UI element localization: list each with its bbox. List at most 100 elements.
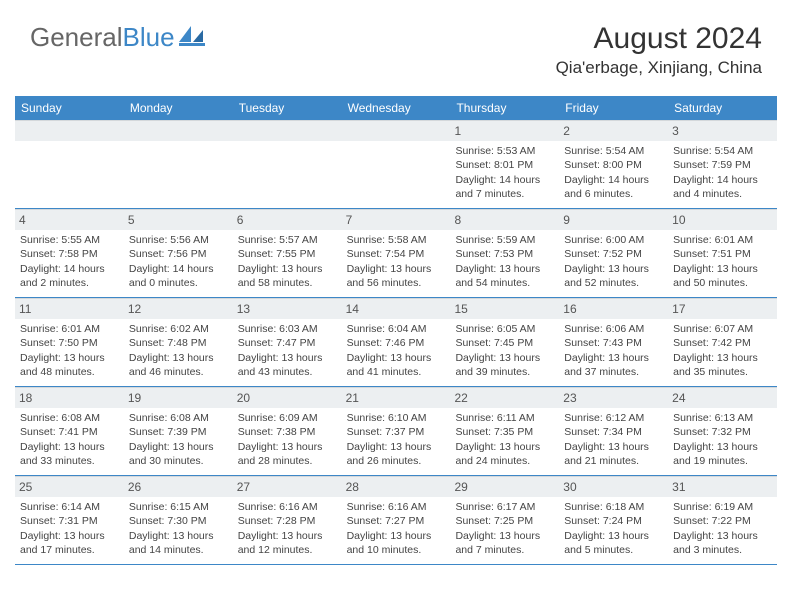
day-cell: 2Sunrise: 5:54 AMSunset: 8:00 PMDaylight… — [559, 120, 668, 208]
day-cell: 11 Sunrise: 6:01 AMSunset: 7:50 PMDayligh… — [15, 298, 124, 386]
sunset-text: Sunset: 7:31 PM — [20, 514, 119, 528]
brand-sail-icon — [179, 22, 207, 53]
day-number — [15, 120, 124, 141]
day-info: Sunrise: 6:16 AMSunset: 7:28 PMDaylight:… — [238, 500, 337, 557]
day-info: Sunrise: 6:01 AMSunset: 7:50 PMDaylight:… — [20, 322, 119, 379]
daylight-text: Daylight: 14 hours and 7 minutes. — [455, 173, 554, 201]
sunrise-text: Sunrise: 6:12 AM — [564, 411, 663, 425]
sunrise-text: Sunrise: 6:18 AM — [564, 500, 663, 514]
day-cell: 28Sunrise: 6:16 AMSunset: 7:27 PMDayligh… — [342, 476, 451, 564]
day-info: Sunrise: 5:54 AMSunset: 8:00 PMDaylight:… — [564, 144, 663, 201]
day-info: Sunrise: 6:03 AMSunset: 7:47 PMDaylight:… — [238, 322, 337, 379]
day-info: Sunrise: 6:18 AMSunset: 7:24 PMDaylight:… — [564, 500, 663, 557]
daylight-text: Daylight: 13 hours and 17 minutes. — [20, 529, 119, 557]
day-cell: 8Sunrise: 5:59 AMSunset: 7:53 PMDaylight… — [450, 209, 559, 297]
daylight-text: Daylight: 13 hours and 56 minutes. — [347, 262, 446, 290]
daylight-text: Daylight: 13 hours and 24 minutes. — [455, 440, 554, 468]
sunset-text: Sunset: 7:43 PM — [564, 336, 663, 350]
day-number: 12 — [124, 298, 233, 319]
day-info: Sunrise: 6:12 AMSunset: 7:34 PMDaylight:… — [564, 411, 663, 468]
day-number: 6 — [233, 209, 342, 230]
day-number: 17 — [668, 298, 777, 319]
day-cell: 15Sunrise: 6:05 AMSunset: 7:45 PMDayligh… — [450, 298, 559, 386]
day-info: Sunrise: 5:56 AMSunset: 7:56 PMDaylight:… — [129, 233, 228, 290]
weekday-header-monday: Monday — [124, 96, 233, 120]
sunset-text: Sunset: 7:54 PM — [347, 247, 446, 261]
sunrise-text: Sunrise: 6:00 AM — [564, 233, 663, 247]
sunset-text: Sunset: 7:41 PM — [20, 425, 119, 439]
day-info: Sunrise: 6:07 AMSunset: 7:42 PMDaylight:… — [673, 322, 772, 379]
sunset-text: Sunset: 7:58 PM — [20, 247, 119, 261]
day-info: Sunrise: 6:17 AMSunset: 7:25 PMDaylight:… — [455, 500, 554, 557]
day-number: 16 — [559, 298, 668, 319]
sunrise-text: Sunrise: 6:16 AM — [238, 500, 337, 514]
sunset-text: Sunset: 7:52 PM — [564, 247, 663, 261]
day-number — [124, 120, 233, 141]
brand-word-1: General — [30, 22, 123, 53]
sunrise-text: Sunrise: 6:11 AM — [455, 411, 554, 425]
week-row: 4Sunrise: 5:55 AMSunset: 7:58 PMDaylight… — [15, 209, 777, 298]
day-number: 25 — [15, 476, 124, 497]
daylight-text: Daylight: 13 hours and 52 minutes. — [564, 262, 663, 290]
day-number: 13 — [233, 298, 342, 319]
daylight-text: Daylight: 13 hours and 50 minutes. — [673, 262, 772, 290]
day-info: Sunrise: 6:08 AMSunset: 7:39 PMDaylight:… — [129, 411, 228, 468]
day-number: 28 — [342, 476, 451, 497]
weekday-header-saturday: Saturday — [668, 96, 777, 120]
sunrise-text: Sunrise: 5:58 AM — [347, 233, 446, 247]
day-info: Sunrise: 6:09 AMSunset: 7:38 PMDaylight:… — [238, 411, 337, 468]
day-cell: 5 Sunrise: 5:56 AMSunset: 7:56 PMDaylight… — [124, 209, 233, 297]
sunrise-text: Sunrise: 6:13 AM — [673, 411, 772, 425]
day-cell: 1Sunrise: 5:53 AMSunset: 8:01 PMDaylight… — [450, 120, 559, 208]
daylight-text: Daylight: 13 hours and 3 minutes. — [673, 529, 772, 557]
day-number: 22 — [450, 387, 559, 408]
sunrise-text: Sunrise: 5:55 AM — [20, 233, 119, 247]
day-info: Sunrise: 6:10 AMSunset: 7:37 PMDaylight:… — [347, 411, 446, 468]
day-cell: 25 Sunrise: 6:14 AMSunset: 7:31 PMDayligh… — [15, 476, 124, 564]
weekday-header-sunday: Sunday — [15, 96, 124, 120]
sunset-text: Sunset: 7:39 PM — [129, 425, 228, 439]
day-number: 5 — [124, 209, 233, 230]
day-number: 11 — [15, 298, 124, 319]
day-info: Sunrise: 5:58 AMSunset: 7:54 PMDaylight:… — [347, 233, 446, 290]
sunrise-text: Sunrise: 5:54 AM — [673, 144, 772, 158]
weeks-container: 1Sunrise: 5:53 AMSunset: 8:01 PMDaylight… — [15, 120, 777, 565]
sunrise-text: Sunrise: 6:01 AM — [673, 233, 772, 247]
day-number: 30 — [559, 476, 668, 497]
day-cell: 22Sunrise: 6:11 AMSunset: 7:35 PMDayligh… — [450, 387, 559, 475]
day-number: 19 — [124, 387, 233, 408]
sunset-text: Sunset: 7:46 PM — [347, 336, 446, 350]
sunrise-text: Sunrise: 6:17 AM — [455, 500, 554, 514]
daylight-text: Daylight: 13 hours and 10 minutes. — [347, 529, 446, 557]
day-number: 1 — [450, 120, 559, 141]
day-cell: 7Sunrise: 5:58 AMSunset: 7:54 PMDaylight… — [342, 209, 451, 297]
day-cell: 16Sunrise: 6:06 AMSunset: 7:43 PMDayligh… — [559, 298, 668, 386]
sunrise-text: Sunrise: 5:53 AM — [455, 144, 554, 158]
sunset-text: Sunset: 7:37 PM — [347, 425, 446, 439]
weekday-header-wednesday: Wednesday — [342, 96, 451, 120]
daylight-text: Daylight: 13 hours and 33 minutes. — [20, 440, 119, 468]
day-number: 26 — [124, 476, 233, 497]
title-block: August 2024 Qia'erbage, Xinjiang, China — [556, 22, 762, 78]
day-info: Sunrise: 5:55 AMSunset: 7:58 PMDaylight:… — [20, 233, 119, 290]
sunrise-text: Sunrise: 5:59 AM — [455, 233, 554, 247]
sunset-text: Sunset: 7:59 PM — [673, 158, 772, 172]
day-number: 15 — [450, 298, 559, 319]
day-number: 24 — [668, 387, 777, 408]
sunrise-text: Sunrise: 6:19 AM — [673, 500, 772, 514]
sunrise-text: Sunrise: 6:08 AM — [20, 411, 119, 425]
day-info: Sunrise: 6:14 AMSunset: 7:31 PMDaylight:… — [20, 500, 119, 557]
sunrise-text: Sunrise: 6:07 AM — [673, 322, 772, 336]
sunset-text: Sunset: 7:38 PM — [238, 425, 337, 439]
daylight-text: Daylight: 13 hours and 19 minutes. — [673, 440, 772, 468]
day-number: 20 — [233, 387, 342, 408]
day-cell: 26Sunrise: 6:15 AMSunset: 7:30 PMDayligh… — [124, 476, 233, 564]
daylight-text: Daylight: 13 hours and 46 minutes. — [129, 351, 228, 379]
daylight-text: Daylight: 14 hours and 0 minutes. — [129, 262, 228, 290]
sunset-text: Sunset: 7:28 PM — [238, 514, 337, 528]
sunset-text: Sunset: 7:42 PM — [673, 336, 772, 350]
sunset-text: Sunset: 7:55 PM — [238, 247, 337, 261]
day-cell: 6Sunrise: 5:57 AMSunset: 7:55 PMDaylight… — [233, 209, 342, 297]
day-number — [342, 120, 451, 141]
day-cell: 20 Sunrise: 6:09 AMSunset: 7:38 PMDayligh… — [233, 387, 342, 475]
